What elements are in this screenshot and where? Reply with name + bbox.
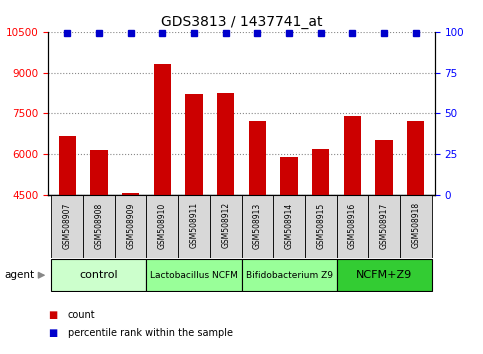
Bar: [52, 195, 83, 258]
Bar: [210, 195, 242, 258]
Bar: [115, 195, 146, 258]
Text: GSM508914: GSM508914: [284, 202, 294, 249]
Bar: [146, 195, 178, 258]
Text: Bifidobacterium Z9: Bifidobacterium Z9: [245, 271, 332, 280]
Bar: [337, 195, 368, 258]
Bar: [249, 121, 266, 317]
Text: GSM508907: GSM508907: [63, 202, 72, 249]
Text: control: control: [80, 270, 118, 280]
Text: percentile rank within the sample: percentile rank within the sample: [68, 328, 233, 338]
Bar: [368, 195, 400, 258]
Bar: [90, 150, 108, 317]
Text: GSM508913: GSM508913: [253, 202, 262, 249]
Text: GSM508917: GSM508917: [380, 202, 388, 249]
Bar: [400, 195, 431, 258]
Text: GSM508915: GSM508915: [316, 202, 325, 249]
Text: GSM508912: GSM508912: [221, 202, 230, 249]
Title: GDS3813 / 1437741_at: GDS3813 / 1437741_at: [161, 16, 322, 29]
Text: count: count: [68, 310, 95, 320]
Bar: [337, 259, 431, 291]
Bar: [280, 157, 298, 317]
Bar: [407, 121, 425, 317]
Bar: [242, 259, 337, 291]
Bar: [52, 259, 146, 291]
Bar: [217, 93, 234, 317]
Text: GSM508910: GSM508910: [158, 202, 167, 249]
Bar: [58, 136, 76, 317]
Bar: [146, 259, 242, 291]
Bar: [154, 64, 171, 317]
Bar: [185, 94, 203, 317]
Bar: [312, 149, 329, 317]
Bar: [343, 116, 361, 317]
Bar: [178, 195, 210, 258]
Text: ■: ■: [48, 328, 57, 338]
Text: GSM508918: GSM508918: [411, 202, 420, 249]
Bar: [242, 195, 273, 258]
Bar: [122, 193, 140, 317]
Text: agent: agent: [5, 270, 35, 280]
Bar: [375, 141, 393, 317]
Text: GSM508909: GSM508909: [126, 202, 135, 249]
Text: GSM508908: GSM508908: [95, 202, 103, 249]
Text: ■: ■: [48, 310, 57, 320]
Text: NCFM+Z9: NCFM+Z9: [356, 270, 412, 280]
Bar: [273, 195, 305, 258]
Text: Lactobacillus NCFM: Lactobacillus NCFM: [150, 271, 238, 280]
Text: GSM508911: GSM508911: [189, 202, 199, 249]
Text: GSM508916: GSM508916: [348, 202, 357, 249]
Bar: [305, 195, 337, 258]
Bar: [83, 195, 115, 258]
